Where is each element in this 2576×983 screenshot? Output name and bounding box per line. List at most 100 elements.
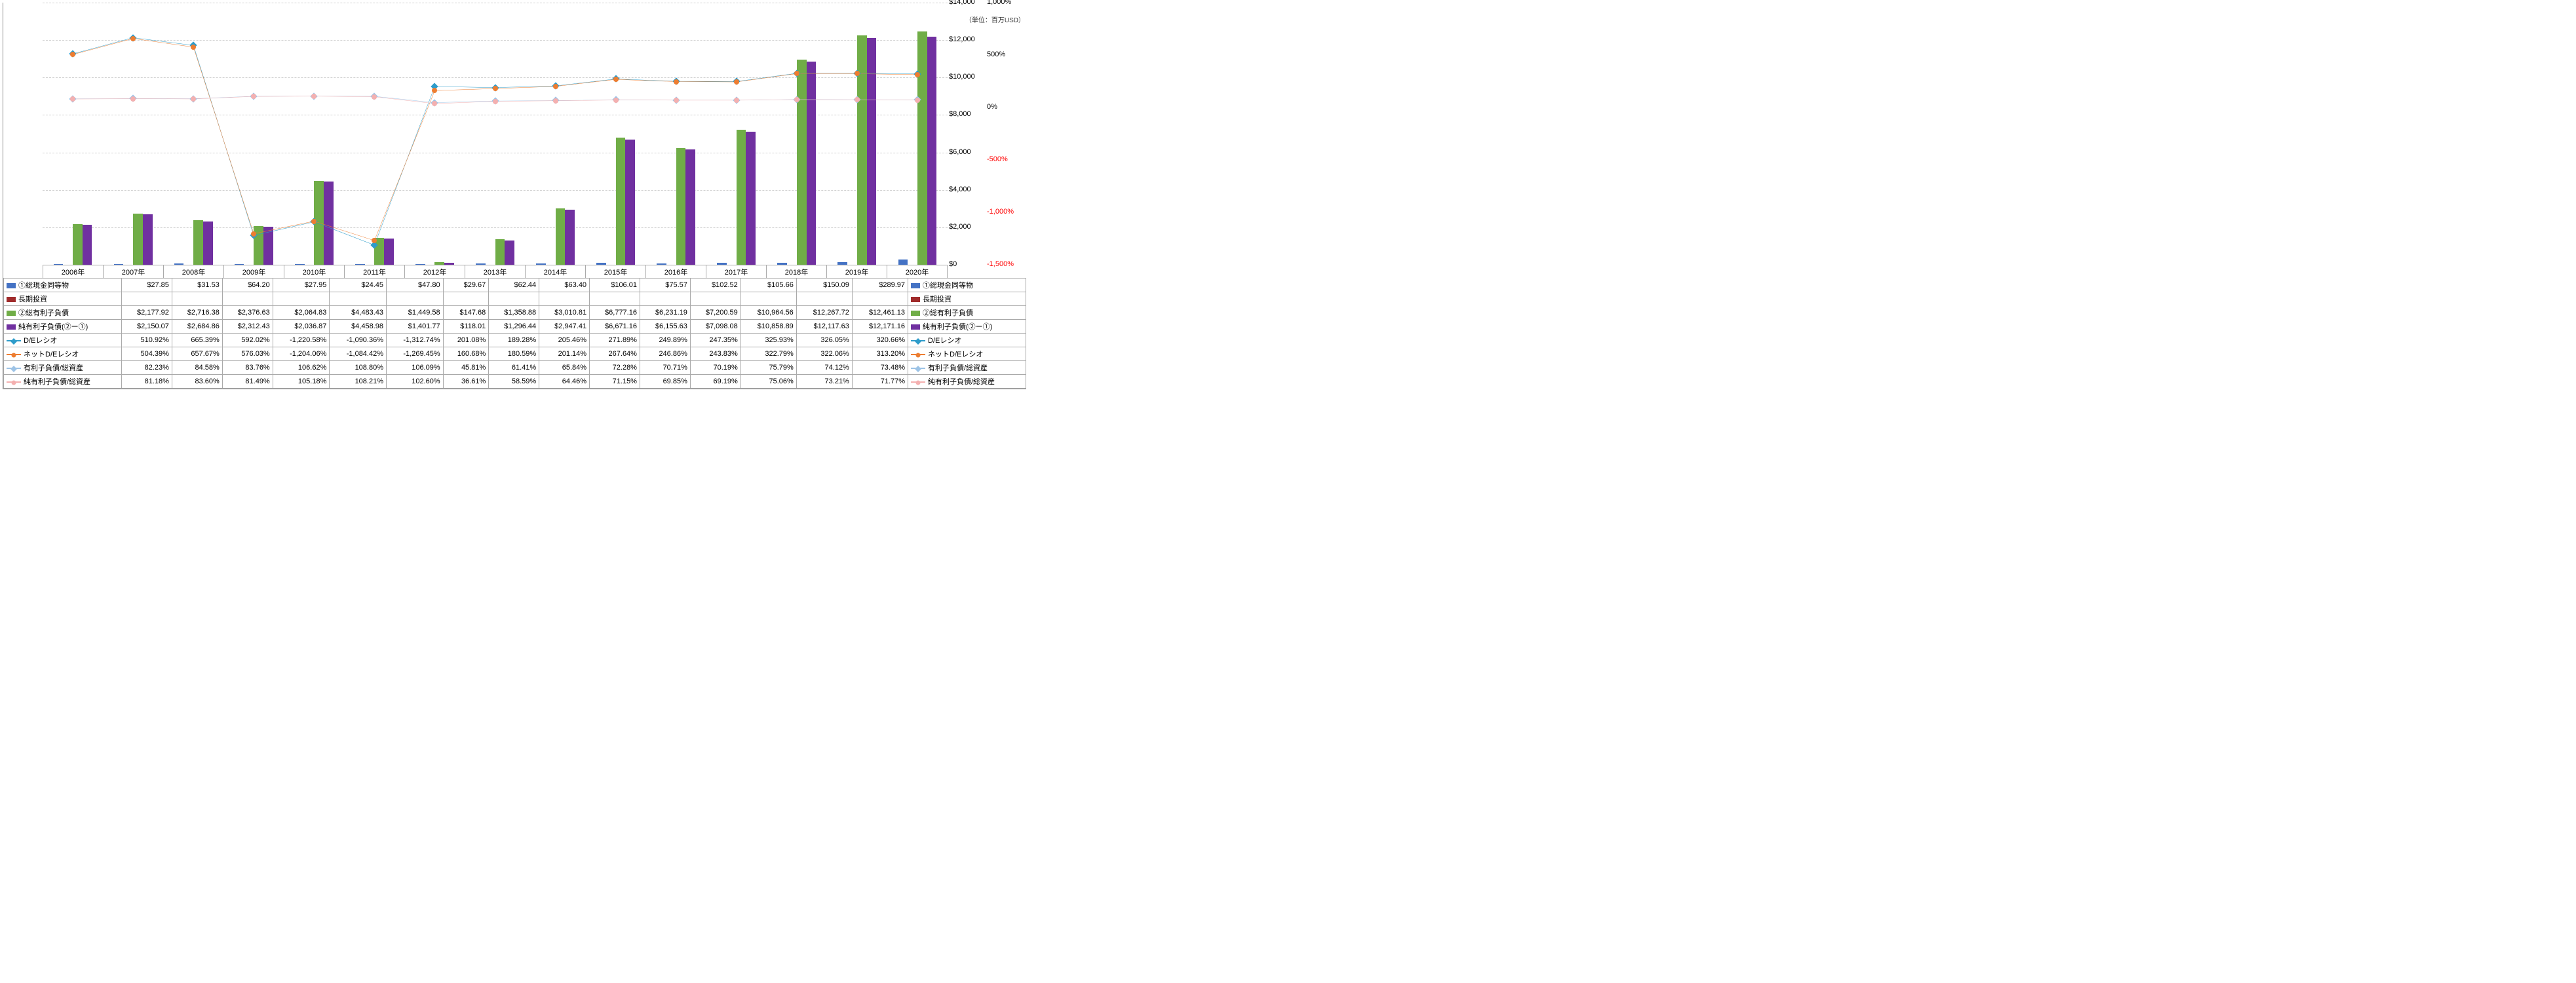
- x-axis-label: 2010年: [284, 265, 344, 278]
- data-cell: 160.68%: [443, 347, 489, 361]
- data-cell: $2,684.86: [172, 320, 222, 334]
- data-cell: [489, 292, 539, 306]
- data-cell: 326.05%: [796, 334, 852, 347]
- data-cell: 82.23%: [122, 361, 172, 375]
- data-cell: $12,117.63: [796, 320, 852, 334]
- data-cell: -1,204.06%: [273, 347, 330, 361]
- row-label-cash: ①総現金同等物: [4, 279, 122, 292]
- data-cell: 69.19%: [690, 375, 740, 389]
- y2-tick-label: -1,500%: [987, 260, 1025, 268]
- data-cell: $4,483.43: [330, 306, 387, 320]
- data-cell: 201.14%: [539, 347, 590, 361]
- x-axis-label: 2013年: [465, 265, 525, 278]
- marker-net_debt_assets: [553, 98, 558, 104]
- y-axis-primary: $0$2,000$4,000$6,000$8,000$10,000$12,000…: [949, 3, 986, 265]
- data-cell: $1,296.44: [489, 320, 539, 334]
- data-cell: $75.57: [640, 279, 690, 292]
- bar-debt_net: [203, 222, 213, 265]
- data-cell: 267.64%: [590, 347, 640, 361]
- data-cell: $10,964.56: [740, 306, 796, 320]
- data-cell: $12,461.13: [852, 306, 908, 320]
- data-cell: 70.71%: [640, 361, 690, 375]
- data-cell: $62.44: [489, 279, 539, 292]
- data-cell: $4,458.98: [330, 320, 387, 334]
- row-label-end-net_de_ratio: ネットD/Eレシオ: [908, 347, 1026, 361]
- bar-debt_total: [73, 224, 83, 265]
- data-cell: $2,064.83: [273, 306, 330, 320]
- data-cell: 322.06%: [796, 347, 852, 361]
- bar-debt_net: [565, 210, 575, 265]
- table-row: 純有利子負債(②ー①)$2,150.07$2,684.86$2,312.43$2…: [4, 320, 1026, 334]
- data-cell: 243.83%: [690, 347, 740, 361]
- data-cell: 313.20%: [852, 347, 908, 361]
- row-label-end-debt_total: ②総有利子負債: [908, 306, 1026, 320]
- marker-net_debt_assets: [493, 99, 498, 104]
- row-label-net_de_ratio: ネットD/Eレシオ: [4, 347, 122, 361]
- marker-net_de_ratio: [855, 71, 860, 76]
- data-cell: $64.20: [222, 279, 273, 292]
- data-cell: 72.28%: [590, 361, 640, 375]
- data-cell: 665.39%: [172, 334, 222, 347]
- bar-debt_net: [324, 182, 334, 265]
- y2-tick-label: -500%: [987, 155, 1025, 163]
- chart-container: $0$2,000$4,000$6,000$8,000$10,000$12,000…: [0, 0, 1029, 392]
- data-cell: $7,098.08: [690, 320, 740, 334]
- bar-debt_total: [857, 35, 867, 265]
- row-label-de_ratio: D/Eレシオ: [4, 334, 122, 347]
- marker-net_de_ratio: [674, 79, 679, 85]
- data-cell: [852, 292, 908, 306]
- data-cell: [690, 292, 740, 306]
- bar-debt_net: [867, 38, 877, 265]
- data-cell: $106.01: [590, 279, 640, 292]
- data-cell: 70.19%: [690, 361, 740, 375]
- marker-net_debt_assets: [130, 96, 136, 102]
- data-cell: [122, 292, 172, 306]
- marker-net_de_ratio: [130, 36, 136, 41]
- marker-net_de_ratio: [311, 219, 317, 224]
- table-row: ①総現金同等物$27.85$31.53$64.20$27.95$24.45$47…: [4, 279, 1026, 292]
- data-cell: 102.60%: [387, 375, 444, 389]
- data-cell: $12,171.16: [852, 320, 908, 334]
- marker-net_debt_assets: [251, 94, 256, 99]
- data-cell: 71.77%: [852, 375, 908, 389]
- data-cell: $147.68: [443, 306, 489, 320]
- x-axis: 2006年2007年2008年2009年2010年2011年2012年2013年…: [43, 265, 948, 278]
- data-cell: $24.45: [330, 279, 387, 292]
- chart-panel: $0$2,000$4,000$6,000$8,000$10,000$12,000…: [3, 3, 1026, 389]
- y1-tick-label: $10,000: [949, 73, 986, 81]
- data-cell: $7,200.59: [690, 306, 740, 320]
- marker-net_de_ratio: [493, 86, 498, 91]
- bar-debt_net: [384, 239, 394, 265]
- data-cell: $2,150.07: [122, 320, 172, 334]
- row-label-end-de_ratio: D/Eレシオ: [908, 334, 1026, 347]
- marker-net_de_ratio: [251, 231, 256, 237]
- data-cell: $10,858.89: [740, 320, 796, 334]
- y2-tick-label: 500%: [987, 50, 1025, 58]
- marker-net_debt_assets: [674, 98, 679, 103]
- data-cell: 83.76%: [222, 361, 273, 375]
- row-label-end-debt_net: 純有利子負債(②ー①): [908, 320, 1026, 334]
- bar-debt_net: [625, 140, 635, 265]
- data-cell: $2,036.87: [273, 320, 330, 334]
- data-cell: $63.40: [539, 279, 590, 292]
- x-axis-label: 2019年: [826, 265, 887, 278]
- data-cell: $289.97: [852, 279, 908, 292]
- bar-debt_net: [685, 149, 695, 265]
- table-row: 長期投資長期投資: [4, 292, 1026, 306]
- row-label-end-cash: ①総現金同等物: [908, 279, 1026, 292]
- data-cell: $1,449.58: [387, 306, 444, 320]
- y2-tick-label: -1,000%: [987, 208, 1025, 216]
- table-row: ②総有利子負債$2,177.92$2,716.38$2,376.63$2,064…: [4, 306, 1026, 320]
- bar-debt_total: [676, 148, 686, 265]
- marker-net_de_ratio: [794, 71, 799, 76]
- data-cell: 81.49%: [222, 375, 273, 389]
- data-cell: [387, 292, 444, 306]
- marker-net_de_ratio: [915, 72, 920, 77]
- data-cell: 108.80%: [330, 361, 387, 375]
- table-row: 純有利子負債/総資産81.18%83.60%81.49%105.18%108.2…: [4, 375, 1026, 389]
- data-cell: [590, 292, 640, 306]
- marker-net_debt_assets: [311, 94, 317, 99]
- data-cell: -1,312.74%: [387, 334, 444, 347]
- data-cell: $6,777.16: [590, 306, 640, 320]
- x-axis-label: 2014年: [525, 265, 585, 278]
